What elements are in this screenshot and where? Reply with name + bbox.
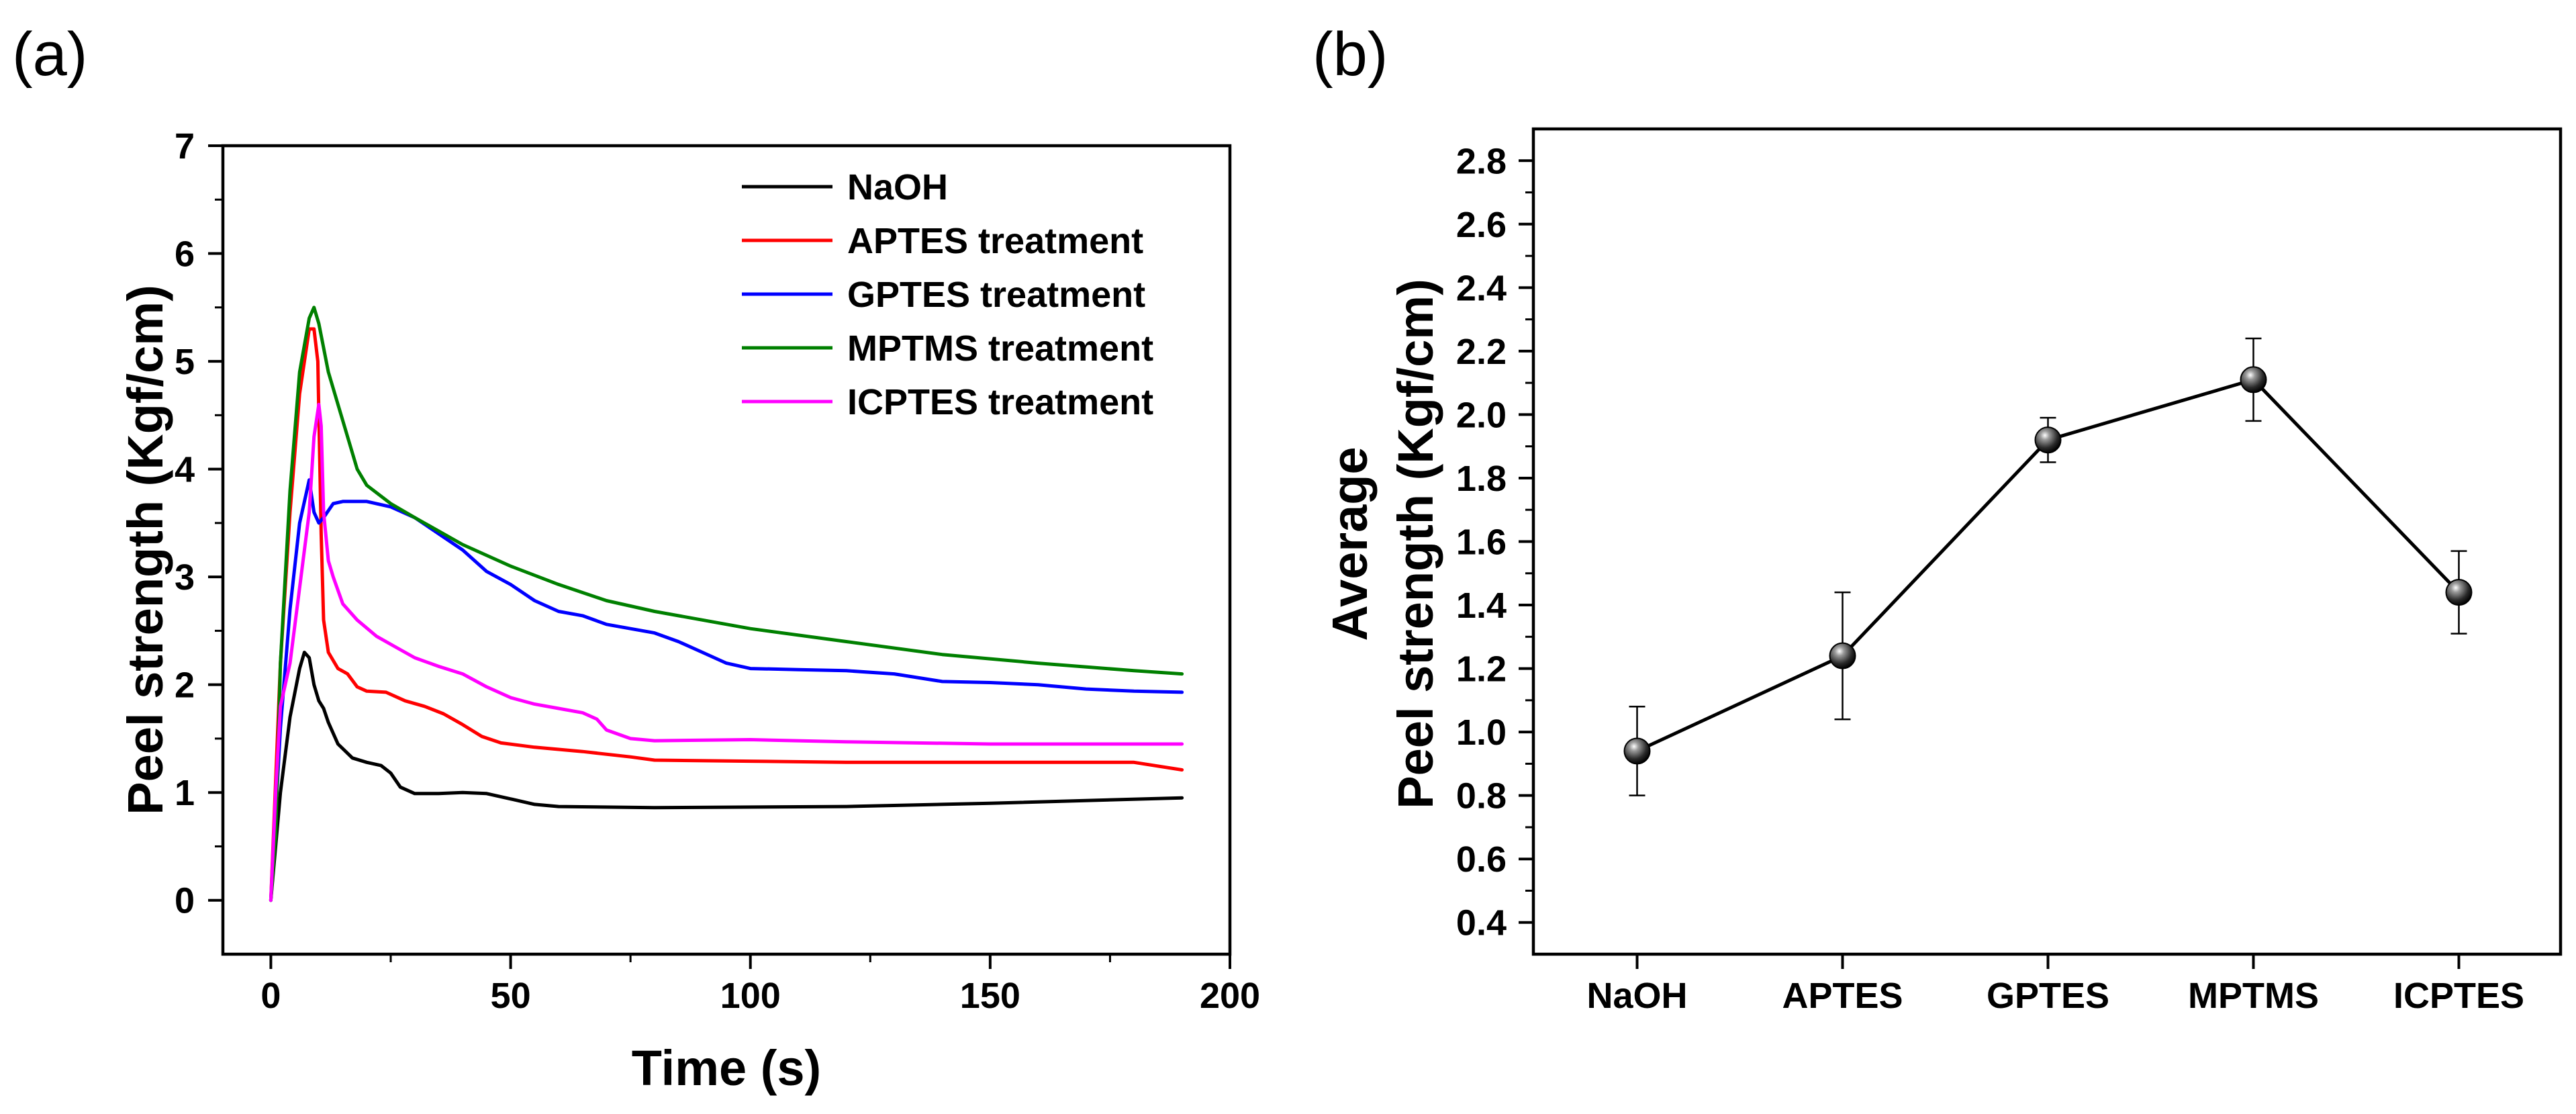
y-tick-label: 3 <box>175 557 195 598</box>
x-tick-label: 100 <box>720 976 781 1016</box>
panel-a-y-axis-title: Peel strength (Kgf/cm) <box>117 285 173 815</box>
y-tick-label: 2.6 <box>1456 205 1507 245</box>
category-label: GPTES <box>1987 976 2109 1016</box>
category-label: ICPTES <box>2393 976 2524 1016</box>
series-line-1 <box>269 651 1184 902</box>
data-point <box>2034 426 2062 454</box>
category-label: APTES <box>1782 976 1903 1016</box>
y-tick-label: 5 <box>175 342 195 382</box>
y-tick-label: 1.6 <box>1456 522 1507 563</box>
panel-b: (b) NaOH APTES GPTES MPTMS ICPTES 0.4 0.6 0.8 1.… <box>1313 20 2563 1016</box>
series-line-5 <box>269 402 1184 902</box>
legend-label: GPTES treatment <box>847 275 1145 315</box>
y-tick-label: 4 <box>175 450 195 490</box>
y-tick-label: 2 <box>175 665 195 706</box>
y-tick-label: 0.4 <box>1456 903 1507 943</box>
y-tick-label: 2.4 <box>1456 268 1507 308</box>
x-tick-label: 150 <box>960 976 1020 1016</box>
panel-a-label: (a) <box>12 20 87 89</box>
series-line-4 <box>269 306 1184 902</box>
category-label: NaOH <box>1586 976 1687 1016</box>
panel-b-frame <box>1531 127 2563 956</box>
panel-b-y-axis-title-line2: Peel strength (Kgf/cm) <box>1388 279 1443 808</box>
panel-b-ticks: NaOH APTES GPTES MPTMS ICPTES 0.4 0.6 0.8 1.0 1.2… <box>1456 141 2524 1016</box>
y-tick-label: 2.8 <box>1456 141 1507 181</box>
series-line-3 <box>269 478 1184 902</box>
y-tick-label: 0.8 <box>1456 776 1507 817</box>
panel-a: (a) 0 50 100 150 200 0 1 2 3 4 5 6 7 NaOH APTES treat… <box>12 20 1260 1096</box>
panel-b-label: (b) <box>1313 20 1388 89</box>
series-line-2 <box>269 327 1184 902</box>
panel-a-plot: 0 50 100 150 200 0 1 2 3 4 5 6 7 NaOH APTES treatment… <box>175 126 1260 1016</box>
panel-a-x-axis-title: Time (s) <box>632 1040 821 1096</box>
y-tick-label: 2.2 <box>1456 332 1507 372</box>
y-tick-label: 7 <box>175 126 195 167</box>
panel-b-series <box>1623 337 2473 796</box>
x-tick-label: 50 <box>491 976 531 1016</box>
panel-a-series <box>269 306 1184 902</box>
y-tick-label: 1.0 <box>1456 712 1507 753</box>
panel-a-ticks: 0 50 100 150 200 0 1 2 3 4 5 6 7 <box>175 126 1260 1016</box>
panel-a-legend: NaOH APTES treatment GPTES treatment MPTMS … <box>742 167 1153 422</box>
data-point <box>2445 579 2473 606</box>
legend-label: APTES treatment <box>847 221 1143 261</box>
panel-b-y-axis-title-line1: Average <box>1322 447 1378 641</box>
y-tick-label: 2.0 <box>1456 395 1507 435</box>
category-label: MPTMS <box>2188 976 2319 1016</box>
y-tick-label: 0.6 <box>1456 839 1507 880</box>
data-point <box>1623 737 1651 765</box>
data-point <box>2240 366 2267 393</box>
y-tick-label: 1.2 <box>1456 649 1507 690</box>
y-tick-label: 1.8 <box>1456 459 1507 499</box>
y-tick-label: 1 <box>175 773 195 813</box>
data-point <box>1829 642 1856 669</box>
panel-a-frame <box>221 144 1232 956</box>
y-tick-label: 1.4 <box>1456 586 1507 626</box>
x-tick-label: 200 <box>1200 976 1260 1016</box>
x-tick-label: 0 <box>260 976 281 1016</box>
legend-label: MPTMS treatment <box>847 328 1153 369</box>
legend-label: ICPTES treatment <box>847 382 1153 422</box>
legend-label: NaOH <box>847 167 948 207</box>
y-tick-label: 0 <box>175 881 195 921</box>
y-tick-label: 6 <box>175 234 195 275</box>
